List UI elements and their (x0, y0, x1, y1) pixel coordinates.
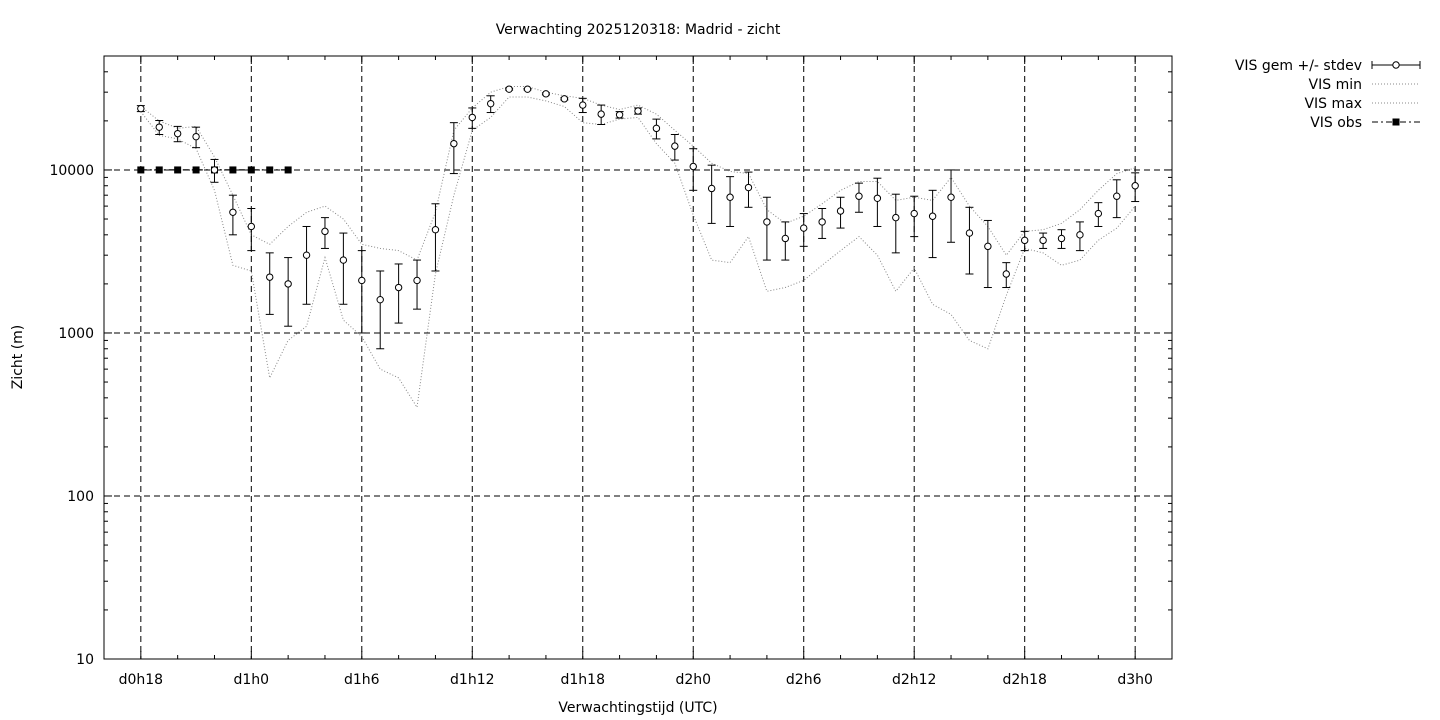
mean-point (266, 273, 274, 281)
mean-point (707, 184, 716, 193)
grid (104, 56, 1172, 659)
obs-point (229, 166, 237, 174)
mean-point (247, 222, 256, 231)
obs-point (137, 166, 145, 174)
mean-point (1002, 270, 1010, 278)
x-tick-label: d2h0 (675, 672, 711, 688)
mean-point (947, 193, 955, 201)
obs-point (174, 166, 182, 174)
mean-point (431, 225, 440, 234)
y-tick-label: 10000 (49, 163, 94, 179)
mean-point (855, 192, 863, 200)
chart-title: Verwachting 2025120318: Madrid - zicht (496, 22, 781, 38)
series-mean (136, 85, 1140, 350)
mean-point (763, 218, 771, 226)
mean-point (560, 95, 569, 103)
x-tick-label: d0h18 (119, 672, 163, 688)
mean-point (210, 166, 219, 174)
mean-point (818, 218, 826, 226)
legend-label: VIS min (1309, 77, 1362, 93)
mean-point (1039, 236, 1047, 245)
mean-point (1076, 231, 1084, 239)
mean-point (873, 194, 882, 202)
obs-point (247, 166, 255, 174)
y-axis-label: Zicht (m) (10, 325, 26, 390)
mean-point (302, 251, 311, 259)
x-tick-label: d2h12 (892, 672, 936, 688)
y-tick-label: 1000 (58, 326, 94, 342)
mean-point (744, 183, 753, 192)
mean-point (358, 276, 366, 285)
mean-point (394, 283, 403, 292)
mean-point (486, 99, 495, 108)
x-tick-label: d1h0 (234, 672, 270, 688)
mean-point (1131, 182, 1139, 190)
mean-point (671, 142, 679, 150)
mean-point (376, 295, 384, 304)
mean-point (1057, 234, 1066, 243)
legend-label: VIS obs (1310, 115, 1362, 131)
obs-point (266, 166, 274, 174)
mean-point (450, 139, 458, 148)
mean-point (284, 280, 292, 288)
mean-point (505, 85, 513, 93)
series-max (140, 86, 1136, 261)
legend-swatch-square (1392, 118, 1400, 126)
mean-point (615, 111, 624, 119)
mean-point (1020, 236, 1029, 245)
mean-point (965, 229, 974, 237)
axes: d0h18 d1h0 d1h6 d1h12 d1h18 d2h0 d2h6 d2h12 d2h1… (49, 55, 1173, 688)
mean-point (634, 107, 642, 115)
mean-point (781, 234, 790, 243)
mean-point (689, 162, 697, 171)
x-axis-label: Verwachtingstijd (UTC) (558, 700, 717, 716)
legend-label: VIS max (1304, 96, 1362, 112)
x-tick-label: d1h6 (344, 672, 380, 688)
mean-point (1113, 192, 1121, 200)
mean-point (192, 132, 200, 141)
mean-point (155, 123, 163, 131)
mean-point (468, 113, 476, 122)
mean-point (800, 224, 808, 232)
plot-frame (103, 55, 1173, 660)
mean-point (652, 124, 661, 133)
mean-point (413, 276, 421, 285)
x-tick-label: d3h0 (1117, 672, 1153, 688)
x-tick-label: d2h18 (1002, 672, 1046, 688)
mean-point (542, 90, 550, 98)
y-tick-label: 100 (67, 489, 94, 505)
mean-point (229, 208, 237, 216)
mean-point (321, 227, 329, 236)
mean-point (523, 85, 532, 93)
mean-point (836, 207, 845, 215)
mean-point (1094, 209, 1103, 218)
legend: VIS gem +/- stdev VIS min VIS max VIS obs (1235, 58, 1421, 131)
mean-point (928, 212, 937, 220)
x-tick-label: d1h12 (450, 672, 494, 688)
series-min (140, 96, 1136, 409)
mean-point (579, 101, 587, 109)
legend-label: VIS gem +/- stdev (1235, 58, 1362, 74)
legend-swatch-point (1392, 61, 1400, 69)
obs-point (155, 166, 163, 174)
mean-point (984, 242, 992, 251)
mean-point (597, 110, 605, 118)
series-line-min (140, 96, 1136, 409)
mean-point (892, 213, 900, 222)
obs-point (284, 166, 292, 174)
x-tick-label: d1h18 (561, 672, 605, 688)
mean-point (910, 209, 918, 218)
series-line-max (140, 86, 1136, 261)
x-tick-label: d2h6 (786, 672, 822, 688)
mean-point (339, 256, 348, 264)
obs-point (192, 166, 200, 174)
mean-point (726, 193, 734, 201)
mean-point (173, 129, 182, 138)
y-tick-label: 10 (76, 652, 94, 668)
mean-point (137, 104, 145, 113)
